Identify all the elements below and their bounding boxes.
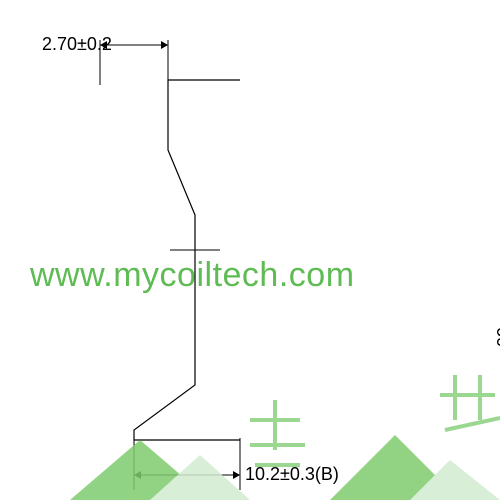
profile-outline [134,80,240,440]
technical-drawing [0,0,500,500]
top-dimension [100,40,168,85]
